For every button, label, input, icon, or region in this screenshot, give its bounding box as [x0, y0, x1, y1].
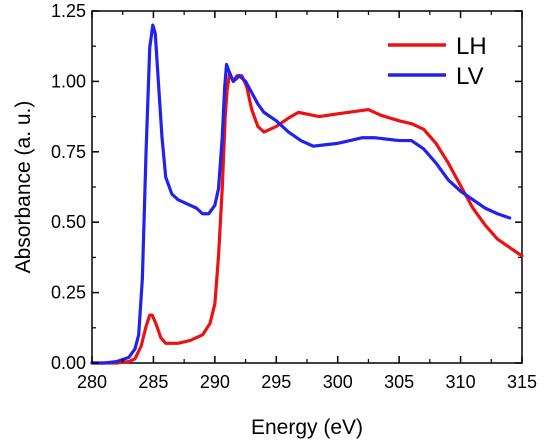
- legend: LH LV: [388, 33, 487, 90]
- y-tick-label: 0.75: [51, 142, 86, 162]
- x-tick-label: 305: [384, 372, 414, 392]
- x-tick-label: 290: [200, 372, 230, 392]
- y-tick-label: 1.25: [51, 1, 86, 21]
- x-tick-label: 280: [77, 372, 107, 392]
- y-tick-label: 0.50: [51, 212, 86, 232]
- y-tick-label: 1.00: [51, 71, 86, 91]
- series-line-lh: [90, 71, 524, 365]
- x-tick-label: 285: [138, 372, 168, 392]
- y-tick-label: 0.25: [51, 283, 86, 303]
- x-tick-label: 310: [446, 372, 476, 392]
- series-layer: [90, 23, 524, 365]
- x-tick-label: 300: [323, 372, 353, 392]
- legend-label-lh: LH: [456, 33, 487, 60]
- x-axis-title: Energy (eV): [251, 416, 363, 439]
- x-tick-label: 315: [507, 372, 537, 392]
- y-tick-label: 0.00: [51, 353, 86, 373]
- series-line-lv: [90, 23, 512, 365]
- ticks-layer: 280 285 290 295 300 305 310 315 0.00 0.25 0.50 0.75…: [51, 1, 537, 392]
- legend-label-lv: LV: [456, 63, 484, 90]
- y-axis-title: Absorbance (a. u.): [12, 101, 35, 274]
- x-tick-label: 295: [261, 372, 291, 392]
